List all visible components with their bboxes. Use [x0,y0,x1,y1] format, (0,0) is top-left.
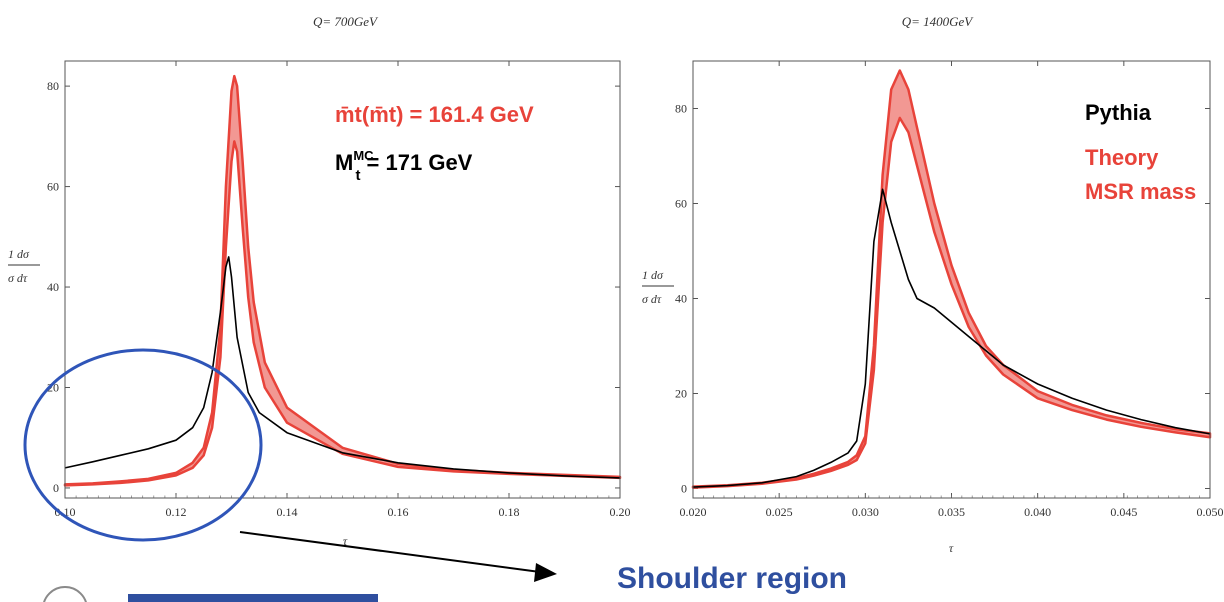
legend-item-theory: Theory [1085,145,1159,170]
legend: Pythia Theory MSR mass [1085,100,1196,204]
x-tick-label: 0.025 [766,505,793,519]
logo-circle [43,586,87,602]
shoulder-highlight-ellipse [23,348,263,542]
x-tick-label: 0.12 [166,505,187,519]
chart-title: Q= 1400GeV [902,14,975,29]
x-tick-label: 0.030 [852,505,879,519]
series-line-pythia [64,256,621,479]
tick-labels: 0.020 0.025 0.030 0.035 0.040 0.045 0.050 0 20 40… [675,61,1224,519]
x-tick-label: 0.020 [680,505,707,519]
x-tick-label: 0.035 [938,505,965,519]
mass-annotation: m̄t(m̄t) = 161.4 GeV MMC t = 171 GeV [335,102,534,184]
y-axis-label-bottom: σ dτ [8,271,28,285]
y-tick-label: 40 [675,292,687,306]
y-tick-label: 20 [675,387,687,401]
chart-q700: Q= 700GeV 1 dσ σ dτ τ 0.10 0.12 0.14 0.16 0.… [8,14,631,548]
logo-wordmark-fragment [128,594,378,602]
y-axis-label: 1 dσ σ dτ [642,268,674,306]
x-tick-label: 0.16 [388,505,409,519]
series [691,69,1212,489]
mc-mass-label: MMC t = 171 GeV [335,148,473,184]
series-band-theory [691,69,1212,489]
series [63,74,622,487]
y-tick-label: 80 [675,102,687,116]
callout-arrow-line [239,531,541,573]
x-axis-label: τ [343,534,348,548]
y-tick-label: 20 [47,380,59,394]
theory-mass-label: m̄t(m̄t) = 161.4 GeV [335,102,534,127]
legend-item-msr-mass: MSR mass [1085,179,1196,204]
y-axis-label-top: 1 dσ [642,268,664,282]
series-band-theory [63,74,622,487]
x-tick-label: 0.10 [55,505,76,519]
shoulder-region-label: Shoulder region [617,562,848,595]
plot-frame [692,60,1211,499]
x-tick-label: 0.050 [1197,505,1224,519]
x-tick-label: 0.045 [1110,505,1137,519]
y-axis-label-top: 1 dσ [8,247,30,261]
chart-q1400: Q= 1400GeV 1 dσ σ dτ τ 0.020 0.025 0.030 0.… [642,14,1224,555]
logo-fragment [43,586,378,602]
y-tick-label: 60 [47,180,59,194]
mc-mass-subscript: t [356,167,361,184]
y-tick-label: 60 [675,197,687,211]
mc-mass-value: = 171 GeV [367,150,473,175]
shoulder-callout [23,348,557,602]
series-line-pythia [692,188,1211,488]
x-tick-label: 0.20 [610,505,631,519]
y-tick-label: 40 [47,280,59,294]
y-tick-label: 80 [47,79,59,93]
mc-mass-symbol: M [335,150,353,175]
callout-arrowhead [534,563,557,582]
mc-mass-superscript: MC [353,148,374,163]
tick-labels: 0.10 0.12 0.14 0.16 0.18 0.20 0 20 40 60 80 [47,61,631,519]
y-axis-label-bottom: σ dτ [642,292,662,306]
plot-frame [64,60,621,499]
x-tick-label: 0.040 [1024,505,1051,519]
x-axis-label: τ [949,541,954,555]
y-axis-label: 1 dσ σ dτ [8,247,40,285]
legend-item-pythia: Pythia [1085,100,1152,125]
y-tick-label: 0 [681,482,687,496]
chart-title: Q= 700GeV [313,14,379,29]
x-tick-label: 0.14 [277,505,298,519]
x-tick-label: 0.18 [499,505,520,519]
y-tick-label: 0 [53,481,59,495]
